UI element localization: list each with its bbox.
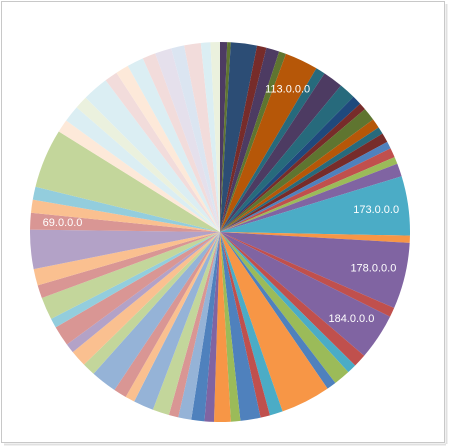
slice	[220, 73, 341, 233]
slice	[220, 47, 280, 232]
slice	[220, 232, 270, 418]
slice	[220, 232, 283, 416]
slice	[220, 42, 258, 232]
slice	[220, 119, 379, 232]
slice	[220, 51, 286, 232]
slice	[220, 133, 388, 232]
slice	[213, 232, 231, 422]
slice	[220, 232, 395, 317]
slice	[37, 232, 220, 298]
labels: 113.0.0.0 173.0.0.0 178.0.0.0 184.0.0.0 69.0…	[43, 83, 399, 325]
slice	[72, 232, 220, 365]
slice	[220, 232, 391, 356]
slice	[178, 232, 220, 420]
slice	[155, 48, 220, 232]
slice	[220, 232, 365, 366]
slice	[30, 199, 221, 232]
slice	[114, 232, 220, 397]
pie	[30, 42, 410, 422]
slice	[220, 232, 261, 421]
slice	[220, 45, 267, 233]
slice	[51, 232, 221, 328]
slice	[33, 232, 221, 286]
slice	[220, 232, 410, 309]
slice	[83, 232, 221, 374]
slice	[35, 131, 220, 232]
slice	[58, 120, 220, 232]
slice	[220, 163, 402, 232]
slice	[32, 186, 220, 232]
slice	[30, 229, 220, 270]
slice-label: 69.0.0.0	[43, 217, 83, 229]
slice	[220, 53, 317, 233]
slice	[142, 53, 220, 232]
slice	[220, 109, 374, 232]
slice-label: 113.0.0.0	[265, 83, 310, 95]
slice-label: 173.0.0.0	[353, 204, 399, 216]
slice	[220, 148, 395, 232]
slice	[85, 80, 220, 233]
slice	[55, 232, 220, 345]
slice	[184, 42, 220, 233]
slice	[220, 232, 241, 422]
slice	[220, 232, 356, 373]
slice	[220, 232, 336, 389]
slice	[105, 72, 220, 232]
slice	[93, 232, 220, 390]
slice	[220, 103, 365, 232]
slice-label: 178.0.0.0	[350, 263, 396, 275]
slice	[220, 42, 228, 232]
slice	[171, 45, 220, 233]
slice	[210, 42, 220, 232]
slice	[220, 157, 398, 232]
slice	[168, 232, 220, 418]
slice	[191, 232, 220, 422]
slice	[220, 85, 354, 233]
slice	[127, 58, 220, 232]
slice	[134, 232, 220, 410]
slice	[76, 97, 220, 232]
slice	[220, 68, 325, 232]
slice-label: 184.0.0.0	[328, 313, 374, 325]
slice	[66, 107, 221, 232]
slice	[41, 232, 221, 319]
slice	[200, 42, 220, 232]
slice	[125, 232, 220, 402]
slice	[30, 212, 221, 232]
slice	[152, 232, 220, 415]
slice	[116, 65, 220, 232]
slice	[220, 232, 328, 412]
slice	[66, 232, 220, 353]
slice	[204, 232, 220, 422]
slice	[220, 96, 361, 233]
slice	[220, 127, 383, 232]
slice	[220, 141, 391, 232]
slice	[220, 232, 349, 383]
slice	[220, 232, 410, 243]
slice	[220, 42, 231, 232]
slice	[220, 176, 410, 236]
